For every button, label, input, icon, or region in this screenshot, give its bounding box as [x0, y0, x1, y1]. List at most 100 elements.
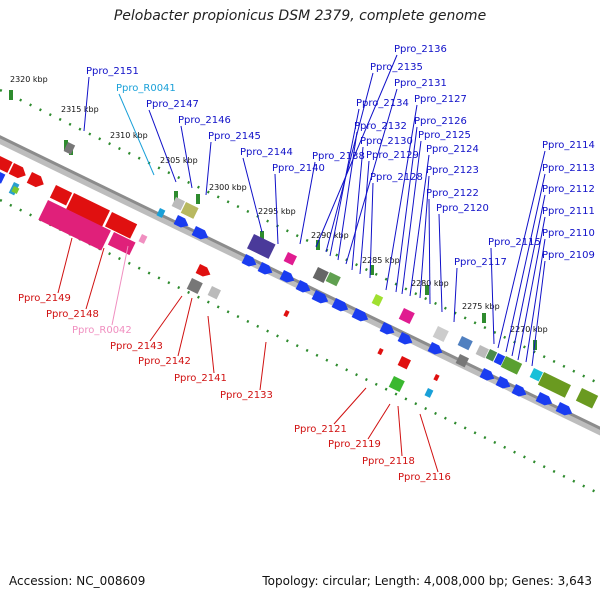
- reverse-gene-label[interactable]: Ppro_2118: [362, 456, 415, 467]
- forward-gene-label[interactable]: Ppro_2144: [240, 147, 293, 158]
- ruler-tick: [64, 140, 68, 150]
- forward-gene-label[interactable]: Ppro_2130: [360, 136, 413, 147]
- reverse-gene-label[interactable]: Ppro_2119: [328, 439, 381, 450]
- leader-line: [385, 104, 418, 291]
- gene-block: [371, 293, 384, 307]
- forward-gene-label[interactable]: Ppro_2120: [436, 203, 489, 214]
- gene-block: [424, 388, 434, 398]
- reverse-gene-label[interactable]: Ppro_2121: [294, 424, 347, 435]
- gene-block: [257, 262, 273, 275]
- leader-line: [299, 161, 316, 245]
- forward-gene-label[interactable]: Ppro_2115: [488, 237, 541, 248]
- gene-block: [493, 352, 506, 366]
- gene-block: [195, 264, 211, 277]
- gene-block: [529, 368, 543, 382]
- gene-block: [312, 267, 329, 284]
- tick-label: 2310 kbp: [110, 131, 148, 140]
- leader-line: [367, 403, 391, 440]
- forward-gene-label[interactable]: Ppro_2123: [426, 165, 479, 176]
- gene-block: [455, 354, 469, 368]
- forward-gene-label[interactable]: Ppro_2109: [542, 250, 595, 261]
- forward-gene-label[interactable]: Ppro_2110: [542, 228, 595, 239]
- tick-label: 2285 kbp: [362, 256, 400, 265]
- map-title: Pelobacter propionicus DSM 2379, complet…: [113, 8, 487, 24]
- forward-gene-label[interactable]: Ppro_2145: [208, 131, 261, 142]
- leader-line: [438, 213, 443, 313]
- forward-gene-label[interactable]: Ppro_2117: [454, 257, 507, 268]
- leader-line: [428, 198, 431, 305]
- ruler-tick: [260, 231, 264, 241]
- reverse-gene-label[interactable]: Ppro_2133: [220, 390, 273, 401]
- forward-gene-label[interactable]: Ppro_2129: [366, 150, 419, 161]
- forward-gene-label[interactable]: Ppro_2140: [272, 163, 325, 174]
- forward-gene-label[interactable]: Ppro_2132: [354, 121, 407, 132]
- forward-gene-label[interactable]: Ppro_2147: [146, 99, 199, 110]
- forward-gene-label[interactable]: Ppro_2125: [418, 130, 471, 141]
- gene-block: [475, 345, 489, 359]
- leader-line: [83, 76, 90, 132]
- leader-line: [333, 387, 367, 425]
- forward-gene-label[interactable]: Ppro_2135: [370, 62, 423, 73]
- leader-line: [325, 72, 374, 253]
- gene-block: [49, 185, 73, 206]
- forward-gene-label[interactable]: Ppro_2151: [86, 66, 139, 77]
- gene-block: [38, 199, 111, 251]
- reverse-gene-label[interactable]: Ppro_2143: [110, 341, 163, 352]
- forward-gene-label[interactable]: Ppro_2112: [542, 184, 595, 195]
- leader-line: [149, 295, 183, 342]
- gene-block: [511, 384, 527, 397]
- leader-line: [315, 54, 398, 248]
- gene-block: [180, 202, 199, 219]
- forward-gene-label[interactable]: Ppro_2146: [178, 115, 231, 126]
- forward-gene-label[interactable]: Ppro_2122: [426, 188, 479, 199]
- reverse-gene-label[interactable]: Ppro_2142: [138, 356, 191, 367]
- forward-gene-label[interactable]: Ppro_2127: [414, 94, 467, 105]
- reverse-gene-label[interactable]: Ppro_2148: [46, 309, 99, 320]
- leader-line: [207, 315, 215, 374]
- reverse-gene-label[interactable]: Ppro_2149: [18, 293, 71, 304]
- ruler-tick: [9, 90, 13, 100]
- tick-label: 2320 kbp: [10, 75, 48, 84]
- leader-line: [401, 140, 422, 295]
- forward-gene-label[interactable]: Ppro_2113: [542, 163, 595, 174]
- tick-label: 2270 kbp: [510, 325, 548, 334]
- tick-label: 2305 kbp: [160, 156, 198, 165]
- reverse-gene-label[interactable]: Ppro_R0042: [72, 325, 132, 336]
- leader-line: [345, 88, 398, 265]
- gene-block: [397, 356, 411, 370]
- leader-line: [419, 175, 430, 299]
- gene-block: [63, 142, 76, 155]
- leader-line: [242, 157, 263, 233]
- gene-block: [351, 308, 369, 322]
- forward-gene-label[interactable]: Ppro_2111: [542, 206, 595, 217]
- gene-block: [11, 186, 20, 195]
- leader-line: [111, 245, 129, 326]
- forward-gene-label[interactable]: Ppro_R0041: [116, 83, 176, 94]
- gene-block: [311, 290, 329, 304]
- forward-gene-label[interactable]: Ppro_2136: [394, 44, 447, 55]
- gene-block: [495, 376, 511, 389]
- gene-block: [388, 375, 405, 393]
- gene-block: [457, 336, 473, 351]
- leader-line: [205, 141, 212, 196]
- forward-gene-label[interactable]: Ppro_2126: [414, 116, 467, 127]
- reverse-gene-label[interactable]: Ppro_2116: [398, 472, 451, 483]
- gene-block: [325, 272, 341, 287]
- forward-gene-label[interactable]: Ppro_2128: [370, 172, 423, 183]
- leader-line: [118, 93, 155, 176]
- tick-label: 2315 kbp: [61, 105, 99, 114]
- forward-gene-label[interactable]: Ppro_2124: [426, 144, 479, 155]
- leader-line: [525, 238, 546, 363]
- ruler-tick: [482, 313, 486, 323]
- leader-line: [351, 146, 364, 271]
- gene-block: [295, 280, 311, 293]
- forward-gene-label[interactable]: Ppro_2134: [356, 98, 409, 109]
- gene-block: [0, 172, 6, 184]
- forward-gene-label[interactable]: Ppro_2131: [394, 78, 447, 89]
- forward-gene-label[interactable]: Ppro_2138: [312, 151, 365, 162]
- leader-line: [259, 341, 267, 391]
- leader-line: [359, 160, 370, 275]
- reverse-gene-label[interactable]: Ppro_2141: [174, 373, 227, 384]
- forward-gene-label[interactable]: Ppro_2114: [542, 140, 595, 151]
- leader-line: [531, 260, 546, 367]
